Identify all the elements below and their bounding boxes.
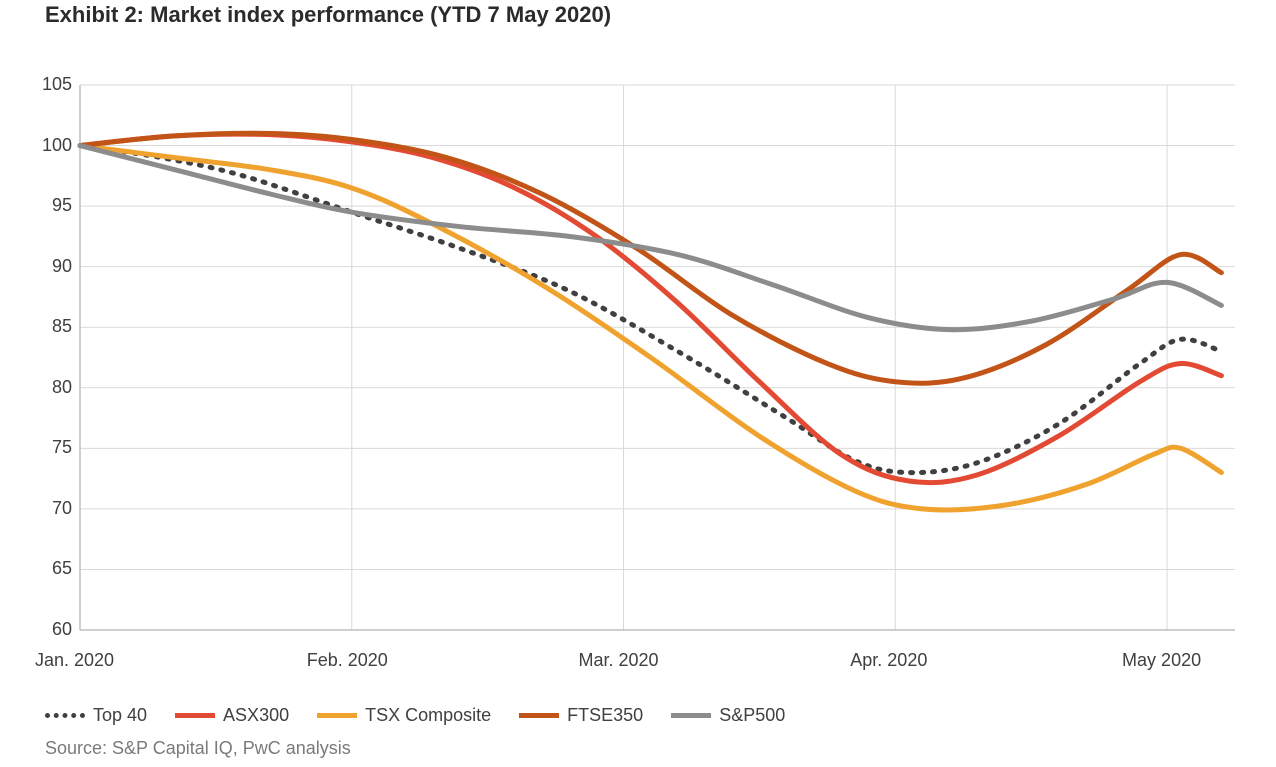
legend-label: S&P500 — [719, 705, 785, 726]
y-tick-label: 95 — [22, 195, 72, 216]
y-tick-label: 90 — [22, 256, 72, 277]
source-text: Source: S&P Capital IQ, PwC analysis — [45, 738, 351, 759]
y-tick-label: 75 — [22, 437, 72, 458]
legend-swatch — [317, 713, 357, 718]
legend-label: FTSE350 — [567, 705, 643, 726]
legend-item: ASX300 — [175, 705, 289, 726]
x-tick-label: May 2020 — [1122, 650, 1201, 671]
series-ftse350 — [80, 133, 1221, 383]
series-s-p500 — [80, 146, 1221, 330]
x-tick-label: Jan. 2020 — [35, 650, 114, 671]
legend-label: TSX Composite — [365, 705, 491, 726]
legend-label: ASX300 — [223, 705, 289, 726]
y-tick-label: 105 — [22, 74, 72, 95]
legend-swatch — [671, 713, 711, 718]
legend-item: TSX Composite — [317, 705, 491, 726]
legend-swatch — [519, 713, 559, 718]
y-tick-label: 70 — [22, 498, 72, 519]
series-tsx-composite — [80, 146, 1221, 510]
y-tick-label: 100 — [22, 135, 72, 156]
legend-label: Top 40 — [93, 705, 147, 726]
series-top-40 — [80, 146, 1221, 473]
legend-swatch — [175, 713, 215, 718]
legend-item: Top 40 — [45, 705, 147, 726]
x-tick-label: Feb. 2020 — [307, 650, 388, 671]
x-tick-label: Mar. 2020 — [579, 650, 659, 671]
y-tick-label: 65 — [22, 558, 72, 579]
legend-swatch — [45, 713, 85, 718]
legend-item: S&P500 — [671, 705, 785, 726]
series-asx300 — [80, 134, 1221, 483]
legend: Top 40 ASX300 TSX Composite FTSE350 S&P500 — [45, 705, 785, 726]
y-tick-label: 60 — [22, 619, 72, 640]
y-tick-label: 80 — [22, 377, 72, 398]
y-tick-label: 85 — [22, 316, 72, 337]
x-tick-label: Apr. 2020 — [850, 650, 927, 671]
legend-item: FTSE350 — [519, 705, 643, 726]
